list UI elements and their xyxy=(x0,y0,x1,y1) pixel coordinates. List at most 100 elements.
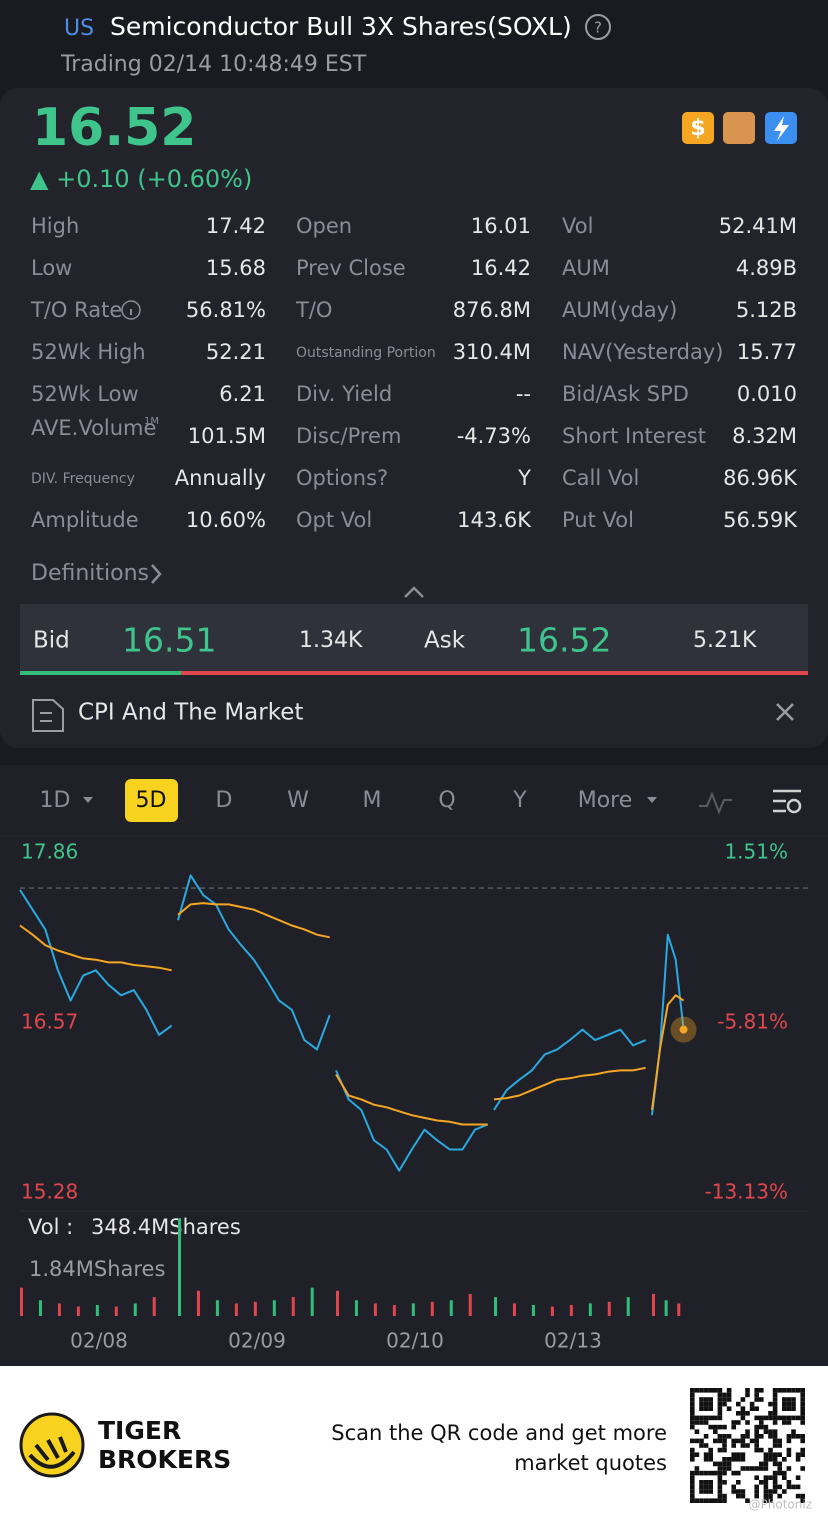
stat-value: 16.42 xyxy=(471,256,531,280)
qr-cell xyxy=(772,1489,778,1494)
qr-cell xyxy=(772,1401,778,1407)
qr-cell xyxy=(740,1434,746,1439)
price-chart: 17.86 16.57 15.28 1.51% -5.81% -13.13% 02/08 02… xyxy=(19,840,808,1353)
qr-cell xyxy=(754,1484,759,1490)
stat-label: Bid/Ask SPD xyxy=(562,382,689,406)
period-tab[interactable]: D xyxy=(216,788,233,813)
qr-cell xyxy=(726,1388,732,1393)
definitions-link[interactable]: Definitions xyxy=(31,561,149,586)
stat-value: 5.12B xyxy=(736,298,797,322)
qr-cell xyxy=(736,1401,741,1407)
dropdown-arrow xyxy=(647,797,657,803)
qr-cell xyxy=(740,1443,746,1448)
qr-cell xyxy=(717,1415,723,1421)
price-line xyxy=(19,874,685,1172)
qr-cell xyxy=(717,1470,723,1476)
icon-stack[interactable] xyxy=(723,112,755,144)
qr-cell xyxy=(708,1484,713,1490)
qr-cell xyxy=(772,1415,778,1421)
qr-cell xyxy=(754,1489,759,1494)
collapse-caret[interactable] xyxy=(404,586,424,598)
qr-cell xyxy=(800,1397,805,1402)
volume-bar xyxy=(677,1303,681,1316)
y2-tick-label: -13.13% xyxy=(705,1180,788,1204)
qr-cell xyxy=(759,1420,764,1425)
qr-cell xyxy=(722,1480,727,1485)
qr-cell xyxy=(791,1415,796,1421)
qr-cell xyxy=(717,1480,723,1485)
qr-cell xyxy=(699,1420,704,1425)
y2-tick-label: 1.51% xyxy=(724,840,788,864)
qr-cell xyxy=(768,1452,773,1457)
qr-cell xyxy=(726,1457,732,1462)
qr-cell xyxy=(690,1493,695,1499)
stat-label: Put Vol xyxy=(562,508,634,532)
qr-cell xyxy=(759,1415,764,1421)
qr-cell xyxy=(754,1493,759,1499)
stat-label: AUM xyxy=(562,256,610,280)
qr-cell xyxy=(722,1466,727,1471)
volume-bar xyxy=(430,1301,434,1316)
qr-cell xyxy=(722,1447,727,1453)
qr-cell xyxy=(722,1470,727,1476)
period-tab[interactable]: More xyxy=(578,788,633,813)
stat-label: Open xyxy=(296,214,352,238)
qr-cell xyxy=(722,1493,727,1499)
footer-message: Scan the QR code and get more xyxy=(331,1421,667,1445)
qr-cell xyxy=(717,1424,723,1430)
volume-chart: Vol : 348.4MShares 1.84MShares xyxy=(20,1215,681,1316)
icon-glyph xyxy=(774,116,789,141)
qr-cell xyxy=(713,1415,718,1421)
qr-cell xyxy=(795,1434,801,1439)
qr-cell xyxy=(726,1392,732,1398)
qr-cell xyxy=(759,1466,764,1471)
qr-cell xyxy=(791,1434,796,1439)
volume-bar xyxy=(253,1301,257,1316)
chevron xyxy=(151,564,162,584)
qr-cell xyxy=(782,1470,787,1476)
qr-cell xyxy=(713,1429,718,1434)
qr-cell xyxy=(699,1401,704,1407)
qr-cell xyxy=(749,1438,755,1444)
qr-cell xyxy=(694,1415,700,1421)
qr-cell xyxy=(777,1438,782,1444)
help-icon[interactable] xyxy=(585,14,611,40)
period-tab[interactable]: W xyxy=(287,788,309,813)
volume-bar xyxy=(449,1300,453,1316)
period-tab[interactable]: Y xyxy=(512,788,527,813)
qr-cell xyxy=(717,1411,723,1416)
period-tab[interactable]: 1D xyxy=(40,788,71,813)
period-tab[interactable]: Q xyxy=(438,788,455,813)
volume-bar xyxy=(196,1290,200,1316)
qr-cell xyxy=(800,1447,805,1453)
stat-label: Low xyxy=(31,256,72,280)
period-tab[interactable]: 5D xyxy=(136,788,167,813)
icon-dollar[interactable] xyxy=(682,112,714,144)
news-title[interactable]: CPI And The Market xyxy=(78,700,303,726)
stat-label: Call Vol xyxy=(562,466,639,490)
indicator-icon[interactable] xyxy=(699,791,732,815)
close-news[interactable] xyxy=(776,703,794,721)
qr-cell xyxy=(786,1452,792,1457)
stat-value: 10.60% xyxy=(186,508,266,532)
qr-cell xyxy=(713,1470,718,1476)
qr-cell xyxy=(754,1392,759,1398)
stat-label: AUM(yday) xyxy=(562,298,677,322)
stat-value: 52.41M xyxy=(719,214,797,238)
qr-cell xyxy=(736,1457,741,1462)
qr-cell xyxy=(777,1493,782,1499)
stat-label: Outstanding Portion xyxy=(296,345,436,361)
qr-cell xyxy=(690,1475,695,1480)
qr-cell xyxy=(754,1388,759,1393)
active-tab-bg xyxy=(125,779,178,822)
volume-bar xyxy=(272,1300,276,1316)
settings-icon[interactable] xyxy=(773,789,801,813)
stat-label: Disc/Prem xyxy=(296,424,401,448)
qr-cell xyxy=(754,1447,759,1453)
qr-cell xyxy=(694,1388,700,1393)
qr-cell xyxy=(759,1397,764,1402)
qr-cell xyxy=(717,1397,723,1402)
period-tab[interactable]: M xyxy=(363,788,382,813)
stat-label: Div. Yield xyxy=(296,382,392,406)
period-tabs: 1D 5D D W M Q Y More xyxy=(40,788,657,813)
